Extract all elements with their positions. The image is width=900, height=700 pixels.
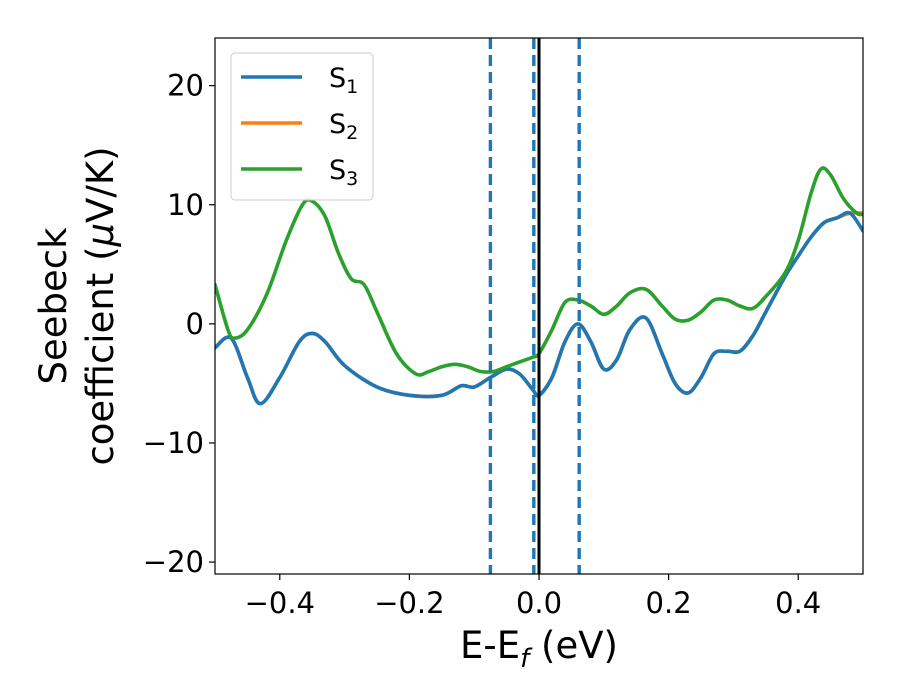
x-tick-label: −0.2 [374,586,444,620]
x-axis-title: E-Ef (eV) [460,624,618,674]
x-tick-label: 0.2 [646,586,692,620]
x-tick-label: 0.4 [775,586,821,620]
x-axis-ticks: −0.4 −0.2 0.0 0.2 0.4 [245,574,821,620]
y-tick-label: 20 [167,69,204,103]
y-tick-label: 10 [167,188,204,222]
x-tick-label: 0.0 [516,586,562,620]
y-axis-title-line2: coefficient (μV/K) [79,146,122,465]
y-tick-label: −10 [143,426,204,460]
y-tick-label: 0 [186,307,204,341]
y-axis-title-line1: Seebeck [32,227,75,385]
legend: S1 S2 S3 [230,52,374,201]
legend-label-s2: S2 [329,109,358,144]
series-layer [215,166,863,406]
y-tick-label: −20 [143,545,204,579]
legend-label-s1: S1 [329,63,358,98]
vline-layer [488,38,581,574]
legend-box [230,52,374,201]
series-line-s1 [215,210,863,406]
x-tick-label: −0.4 [245,586,315,620]
y-axis-title: Seebeck coefficient (μV/K) [32,146,122,465]
y-axis-ticks: −20 −10 0 10 20 [143,69,215,579]
legend-label-s3: S3 [329,155,358,190]
series-line-s3 [215,166,863,377]
